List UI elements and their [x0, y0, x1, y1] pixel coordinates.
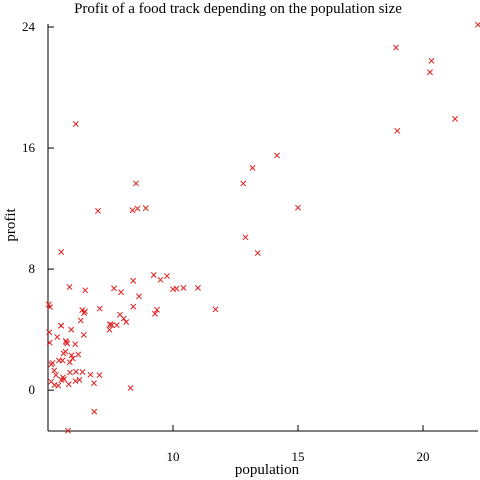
- chart-title: Profit of a food track depending on the …: [74, 1, 402, 17]
- data-point: [91, 408, 98, 415]
- x-tick-label: 15: [292, 449, 305, 464]
- x-axis-title: population: [235, 462, 300, 478]
- data-point: [79, 369, 86, 375]
- data-point: [107, 321, 114, 328]
- data-point: [79, 307, 86, 313]
- data-point: [164, 273, 170, 280]
- data-point: [59, 357, 66, 364]
- data-point: [58, 249, 65, 255]
- data-points: [45, 21, 480, 434]
- data-point: [66, 284, 73, 290]
- data-point: [152, 310, 158, 317]
- data-point: [75, 351, 82, 358]
- data-point: [113, 322, 120, 329]
- data-point: [154, 306, 160, 313]
- data-point: [72, 341, 79, 348]
- data-point: [46, 329, 53, 336]
- data-point: [87, 371, 94, 378]
- data-point: [51, 367, 58, 374]
- data-point: [46, 339, 53, 346]
- data-point: [55, 382, 62, 389]
- data-point: [67, 369, 73, 376]
- data-point: [142, 205, 149, 212]
- data-point: [68, 326, 75, 333]
- data-point: [54, 334, 61, 340]
- data-point: [58, 322, 64, 329]
- data-point: [66, 359, 73, 366]
- data-point: [133, 180, 139, 187]
- data-point: [58, 377, 65, 383]
- data-point: [254, 250, 261, 257]
- y-tick-label: 0: [29, 382, 36, 397]
- data-point: [427, 69, 433, 76]
- data-point: [295, 204, 301, 211]
- data-point: [134, 205, 141, 212]
- data-point: [53, 372, 59, 378]
- data-point: [96, 305, 103, 312]
- data-point: [76, 376, 83, 383]
- y-tick-label: 8: [29, 261, 36, 276]
- data-point: [82, 287, 89, 294]
- data-point: [48, 361, 55, 368]
- data-point: [180, 284, 187, 291]
- x-tick-label: 20: [417, 449, 430, 464]
- y-axis-title: profit: [3, 208, 19, 242]
- data-point: [249, 164, 256, 171]
- data-point: [157, 276, 164, 283]
- data-point: [118, 289, 124, 296]
- data-point: [80, 331, 87, 338]
- y-tick-label: 24: [22, 19, 36, 34]
- data-point: [212, 306, 219, 313]
- data-point: [120, 315, 127, 322]
- data-point: [129, 207, 136, 214]
- data-point: [64, 340, 71, 347]
- data-point: [91, 380, 97, 387]
- data-point: [274, 152, 280, 159]
- data-point: [65, 427, 71, 434]
- data-point: [95, 207, 101, 214]
- ticks: 10 15 20 0 8 16 24: [22, 19, 430, 464]
- data-point: [106, 326, 113, 333]
- data-point: [69, 355, 76, 362]
- data-point: [81, 310, 87, 316]
- axes: [47, 24, 478, 432]
- data-point: [96, 372, 103, 379]
- data-point: [60, 350, 67, 357]
- data-point: [393, 44, 399, 51]
- y-tick-label: 16: [22, 140, 36, 155]
- data-point: [150, 272, 157, 278]
- data-point: [136, 293, 142, 300]
- data-point: [173, 285, 180, 292]
- data-point: [65, 381, 72, 388]
- data-point: [240, 180, 247, 187]
- data-point: [475, 21, 480, 28]
- data-point: [60, 374, 66, 381]
- data-point: [72, 121, 79, 127]
- data-point: [68, 352, 75, 359]
- data-point: [77, 317, 84, 324]
- data-point: [394, 127, 401, 134]
- data-point: [127, 385, 134, 391]
- data-point: [123, 319, 130, 326]
- data-point: [428, 57, 435, 64]
- data-point: [130, 303, 137, 310]
- data-point: [130, 277, 137, 284]
- data-point: [72, 378, 79, 385]
- data-point: [73, 368, 79, 375]
- x-tick-label: 10: [167, 449, 180, 464]
- data-point: [195, 284, 201, 291]
- data-point: [111, 285, 117, 292]
- data-point: [452, 115, 458, 122]
- data-point: [47, 304, 53, 311]
- data-point: [242, 234, 249, 241]
